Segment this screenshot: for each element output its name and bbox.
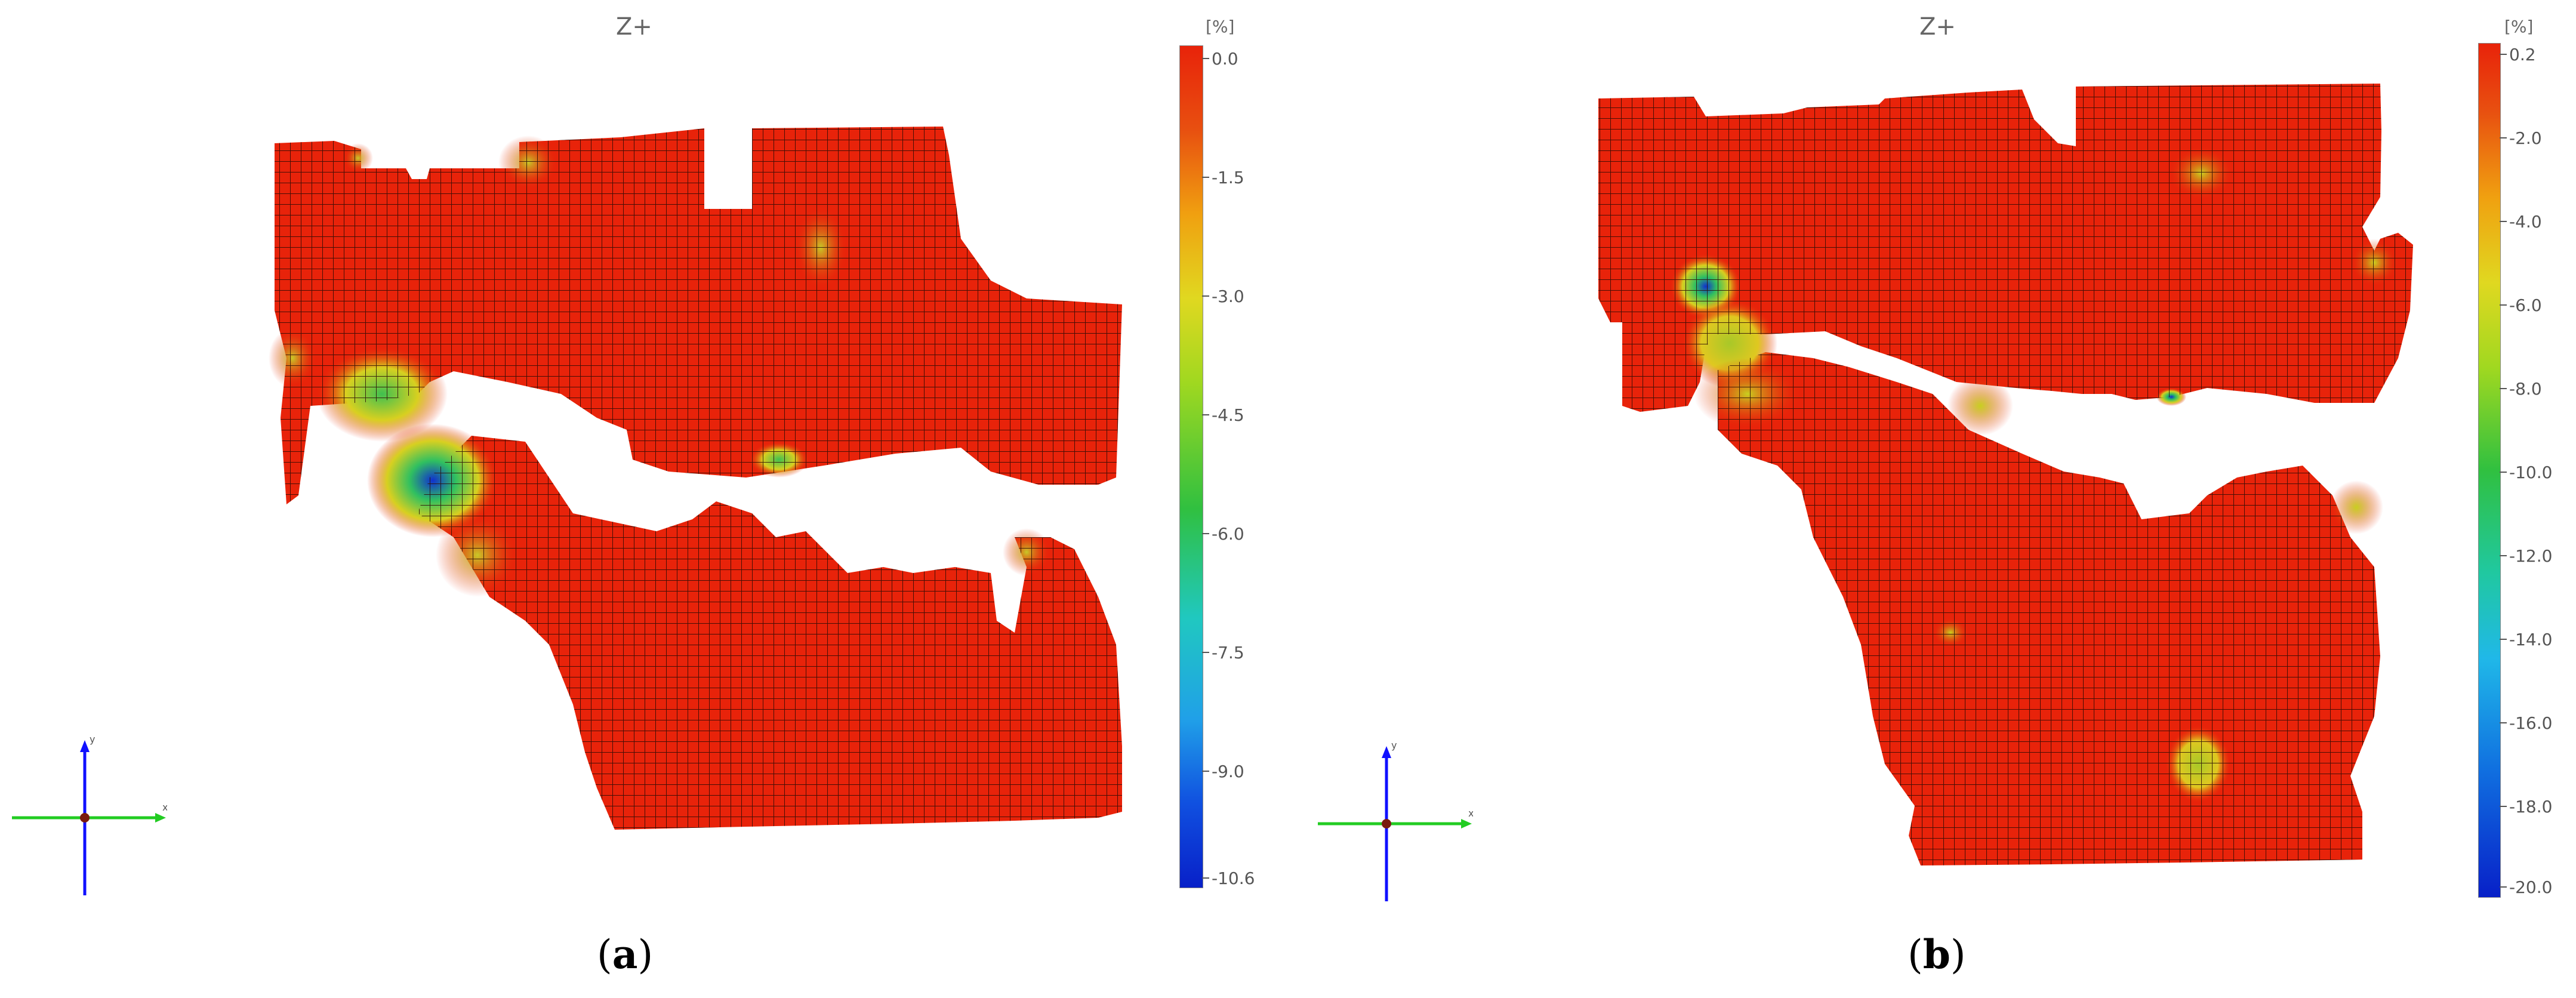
panel-b: Z+ (1288, 0, 2576, 998)
strain-mesh-b (1598, 84, 2413, 865)
colorbar-tick: -4.0 (2509, 212, 2542, 232)
colorbar-tick: -7.5 (1212, 643, 1244, 663)
colorbar-tick: -2.0 (2509, 128, 2542, 148)
colorbar-tick: 0.2 (2509, 45, 2536, 64)
svg-text:x: x (162, 802, 167, 813)
axis-triad-a: x y (12, 734, 167, 895)
panel-label-a: (a) (597, 931, 654, 978)
colorbar-tick: -1.5 (1212, 168, 1244, 187)
colorbar-a: [%] 0.0 -1.5 -3.0 -4.5 -6.0 -7.5 -9.0 -1… (1176, 12, 1288, 895)
colorbar-tick: -8.0 (2509, 379, 2542, 399)
colorbar-unit: [%] (2504, 17, 2534, 36)
panel-a: Z+ (12, 12, 1288, 978)
panel-label-b: (b) (1908, 931, 1966, 978)
colorbar-tick: -10.6 (1212, 868, 1255, 888)
colorbar-tick: -6.0 (2509, 295, 2542, 315)
colorbar-tick: -10.0 (2509, 463, 2553, 482)
axis-triad-b: x y (1318, 740, 1473, 901)
svg-text:x: x (1468, 808, 1473, 819)
colorbar-gradient (1179, 45, 1203, 888)
svg-text:y: y (1391, 740, 1397, 751)
colorbar-tick: -4.5 (1212, 405, 1244, 425)
origin-icon (1382, 819, 1391, 828)
colorbar-gradient (2478, 43, 2501, 898)
colorbar-tick: -14.0 (2509, 630, 2553, 649)
colorbar-tick: -6.0 (1212, 524, 1244, 544)
origin-icon (80, 813, 90, 823)
svg-text:y: y (90, 734, 95, 745)
colorbar-tick: -3.0 (1212, 287, 1244, 306)
colorbar-tick: -18.0 (2509, 797, 2553, 817)
colorbar-tick: 0.0 (1212, 49, 1238, 69)
view-title: Z+ (616, 13, 652, 41)
colorbar-tick: -9.0 (1212, 762, 1244, 781)
colorbar-b: [%] 0.2 -2.0 -4.0 -6.0 -8.0 -10.0 -12.0 … (2476, 12, 2576, 901)
colorbar-tick: -16.0 (2509, 713, 2553, 733)
colorbar-unit: [%] (1206, 17, 1235, 36)
view-title: Z+ (1919, 13, 1956, 41)
strain-mesh-a (269, 127, 1122, 830)
colorbar-tick: -12.0 (2509, 546, 2553, 566)
colorbar-tick: -20.0 (2509, 877, 2553, 897)
